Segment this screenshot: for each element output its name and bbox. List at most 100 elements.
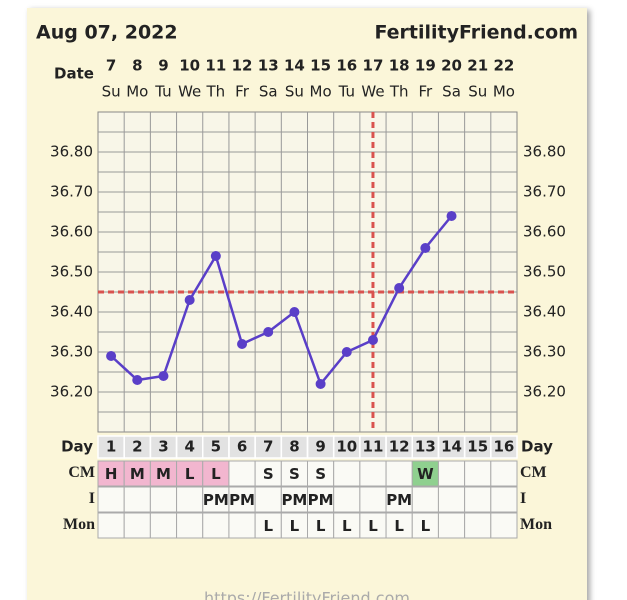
day-number: 11 (363, 438, 384, 456)
y-tick-label-right: 36.60 (523, 223, 566, 241)
temperature-point (420, 243, 431, 253)
temperature-point (315, 379, 326, 389)
weekday: Mo (310, 83, 332, 101)
date: 13 (258, 57, 279, 75)
cell (437, 486, 466, 513)
y-tick-label-right: 36.40 (523, 303, 566, 321)
cell (228, 460, 256, 487)
weekday: Mo (126, 83, 148, 101)
cell (176, 460, 204, 487)
cell (411, 486, 439, 513)
cell (333, 486, 361, 513)
cell (307, 460, 335, 487)
date: 10 (179, 57, 200, 75)
date: 12 (232, 57, 253, 75)
cell-value: PM (229, 491, 255, 509)
temperature-point (341, 347, 352, 357)
date: 14 (284, 57, 305, 75)
cell (333, 460, 361, 487)
cell-value: PM (203, 491, 229, 509)
cell-value: L (290, 517, 300, 535)
cell (202, 512, 230, 539)
cell-value: L (368, 517, 378, 535)
cell (490, 486, 518, 513)
cell-value: L (211, 465, 221, 483)
temperature-point (263, 327, 274, 337)
cell (385, 486, 413, 513)
date-label: Date (54, 65, 94, 83)
date: 19 (415, 57, 436, 75)
day-number: 15 (467, 438, 488, 456)
day-number: 4 (184, 438, 194, 456)
weekday: Th (389, 83, 409, 101)
day-number: 13 (415, 438, 436, 456)
cell (464, 460, 492, 487)
temperature-point (210, 251, 221, 261)
weekday: We (178, 83, 201, 101)
cell-value: S (263, 465, 274, 483)
temperature-line (110, 215, 453, 387)
footer: https://FertilityFriend.com (204, 589, 410, 600)
cell-value: PM (308, 491, 334, 509)
cell-value: L (394, 517, 404, 535)
weekday: Sa (442, 83, 461, 101)
cell (280, 460, 308, 487)
y-tick-label-right: 36.20 (523, 383, 566, 401)
cell (359, 486, 387, 513)
cell (411, 512, 439, 539)
temperature-point (446, 211, 457, 221)
cell (280, 512, 308, 539)
row-label: CM (68, 464, 95, 481)
date: 21 (467, 57, 488, 75)
cell (254, 486, 282, 513)
y-tick-label: 36.60 (50, 223, 93, 241)
day-number: 9 (315, 438, 325, 456)
cell (307, 512, 335, 539)
cell-value: W (417, 465, 434, 483)
day-label-right: Day (521, 438, 553, 456)
cell-value: M (156, 465, 171, 483)
date: 16 (336, 57, 357, 75)
temperature-point (184, 295, 195, 305)
cell (280, 486, 308, 513)
day-number: 6 (237, 438, 247, 456)
cell-value: L (316, 517, 326, 535)
day-number: 2 (132, 438, 142, 456)
day-number: 1 (106, 438, 116, 456)
day-number: 14 (441, 438, 462, 456)
cell (149, 512, 178, 539)
cell (97, 512, 125, 539)
day-number: 16 (493, 438, 514, 456)
weekday: Su (468, 83, 487, 101)
y-tick-label: 36.80 (50, 143, 93, 161)
cell (149, 460, 178, 487)
temperature-point (106, 351, 117, 361)
weekday: Th (206, 83, 226, 101)
date: 18 (389, 57, 410, 75)
cell-value: S (315, 465, 326, 483)
temperature-point (158, 371, 169, 381)
date: 9 (158, 57, 168, 75)
cell (437, 460, 466, 487)
weekday: Mo (493, 83, 515, 101)
day-label: Day (61, 438, 93, 456)
y-tick-label: 36.20 (50, 383, 93, 401)
weekday: Fr (418, 83, 433, 101)
y-tick-label-right: 36.50 (523, 263, 566, 281)
cell (437, 512, 466, 539)
cell (254, 512, 282, 539)
weekday: Su (285, 83, 304, 101)
cell-value: L (263, 517, 273, 535)
date: 7 (106, 57, 116, 75)
day-number: 10 (336, 438, 357, 456)
day-number: 8 (289, 438, 299, 456)
cell (176, 486, 204, 513)
weekday: Su (102, 83, 121, 101)
cell (385, 460, 413, 487)
cell (228, 512, 256, 539)
cell (490, 512, 518, 539)
day-cell (490, 435, 518, 459)
temperature-point (289, 307, 300, 317)
site-name: FertilityFriend.com (374, 22, 578, 44)
